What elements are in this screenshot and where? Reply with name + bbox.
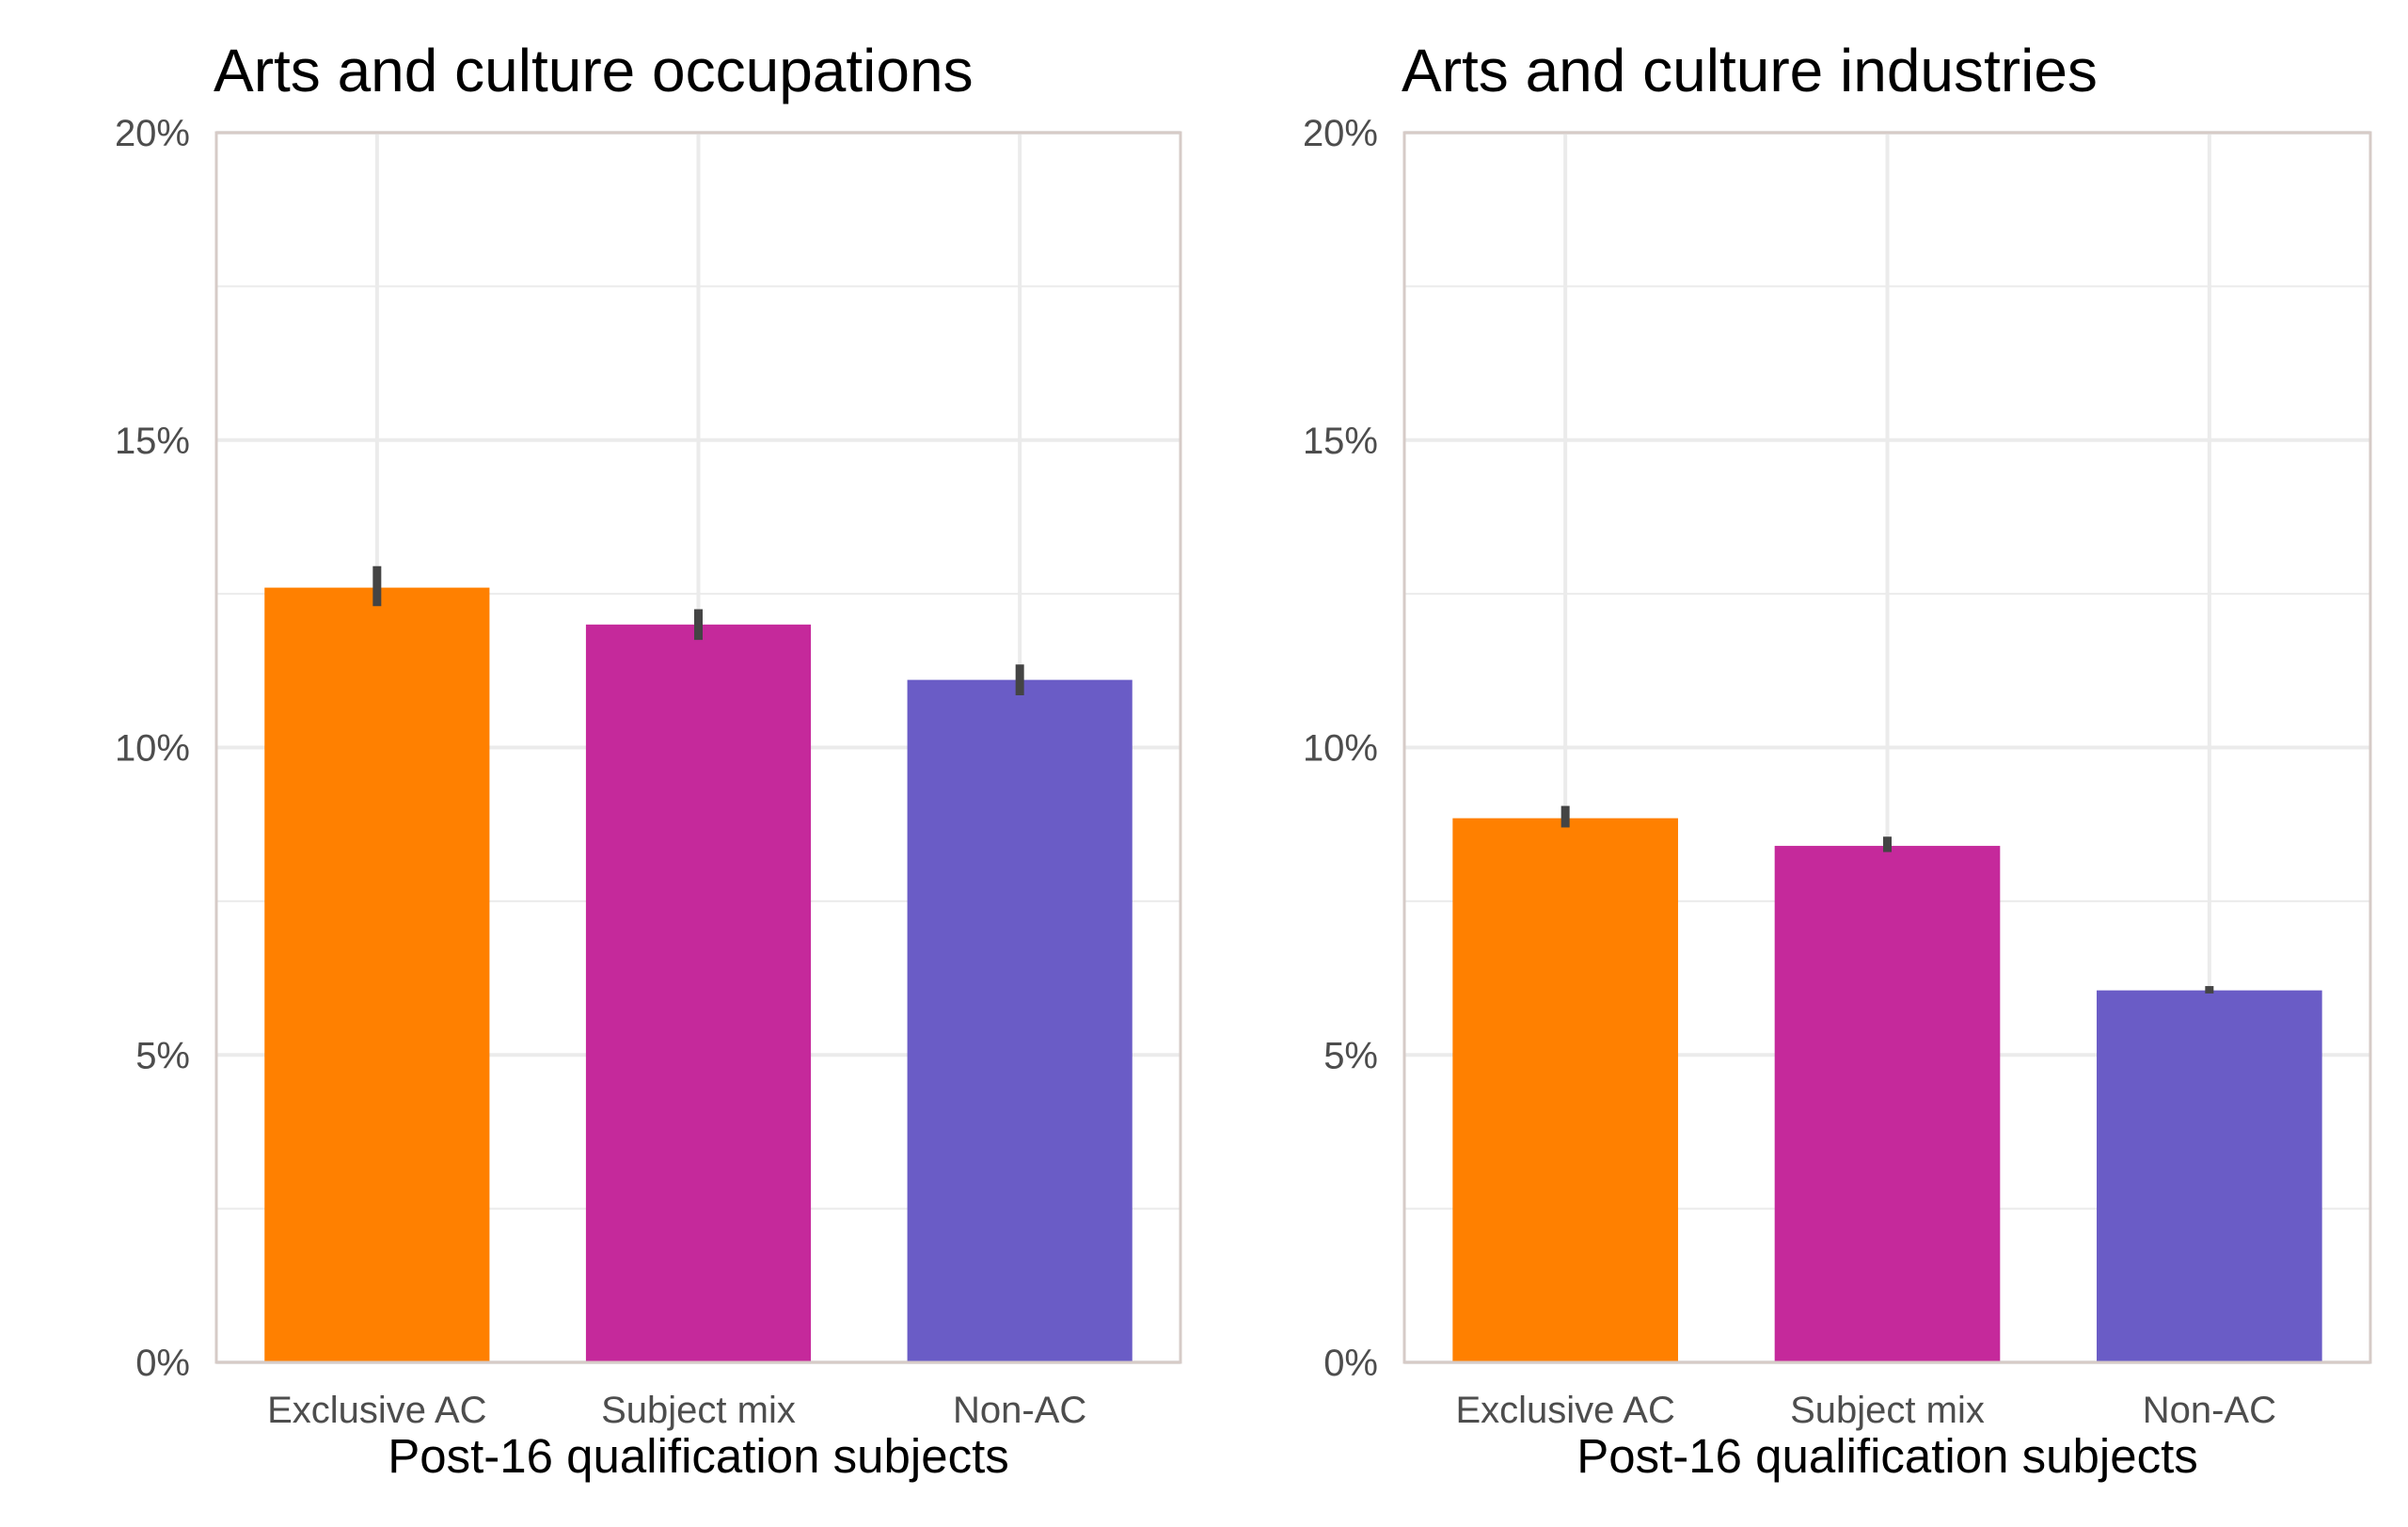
x-axis-title: Post-16 qualification subjects xyxy=(1576,1429,2198,1483)
y-tick-label: 15% xyxy=(1303,421,1378,462)
panel-border xyxy=(214,131,1182,1364)
y-tick-label: 15% xyxy=(115,421,190,462)
y-tick-label: 5% xyxy=(135,1035,190,1076)
y-tick-label: 0% xyxy=(135,1343,190,1384)
y-tick-label: 10% xyxy=(115,728,190,770)
y-tick-label: 20% xyxy=(115,113,190,154)
y-tick-label: 5% xyxy=(1323,1035,1378,1076)
bar-non-ac xyxy=(907,679,1133,1362)
y-tick-label: 10% xyxy=(1303,728,1378,770)
x-tick-label: Non-AC xyxy=(2143,1390,2276,1431)
x-tick-label: Exclusive AC xyxy=(1455,1390,1674,1431)
bar-exclusive-ac xyxy=(1452,818,1678,1362)
bar-exclusive-ac xyxy=(264,587,490,1362)
chart-title: Arts and culture occupations xyxy=(214,37,974,104)
panel-border xyxy=(1402,131,2372,1364)
y-tick-label: 20% xyxy=(1303,113,1378,154)
bar-non-ac xyxy=(2097,990,2322,1362)
x-tick-label: Non-AC xyxy=(953,1390,1086,1431)
y-tick-label: 0% xyxy=(1323,1343,1378,1384)
x-axis-title: Post-16 qualification subjects xyxy=(388,1429,1009,1483)
x-tick-label: Subject mix xyxy=(1790,1390,1985,1431)
bar-subject-mix xyxy=(585,624,812,1362)
bar-subject-mix xyxy=(1774,846,2001,1362)
x-tick-label: Subject mix xyxy=(601,1390,796,1431)
chart-panel-2: 0% 5% 10% 15% 20% Exclusive AC Subject mix Non-… xyxy=(1303,37,2372,1483)
chart-title: Arts and culture industries xyxy=(1402,37,2098,104)
x-tick-label: Exclusive AC xyxy=(267,1390,486,1431)
chart-panel-1: 0% 5% 10% 15% 20% Exclusive AC Subject mix Non-… xyxy=(115,37,1182,1483)
